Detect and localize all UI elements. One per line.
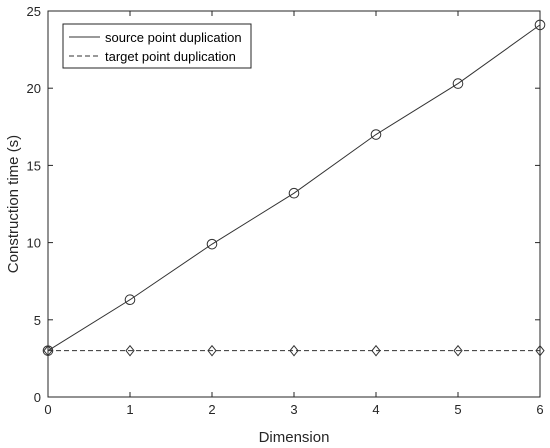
axes: 0 1 2 3 4 5 6 0 5 10 15 20 25 <box>27 4 544 417</box>
series-layer <box>42 19 546 357</box>
x-tick-label: 2 <box>208 402 215 417</box>
data-point-circle <box>124 294 136 306</box>
x-tick-label: 1 <box>126 402 133 417</box>
series-line <box>47 24 541 352</box>
y-tick-label: 10 <box>27 236 41 251</box>
data-point-circle <box>534 19 546 31</box>
data-point-diamond <box>125 344 135 357</box>
y-tick-label: 15 <box>27 158 41 173</box>
x-tick-label: 3 <box>290 402 297 417</box>
data-point-diamond <box>43 344 53 357</box>
plot-area <box>48 11 540 397</box>
data-point-circle <box>370 129 382 140</box>
x-tick-label: 4 <box>372 402 379 417</box>
x-tick-label: 0 <box>44 402 51 417</box>
x-tick-label: 6 <box>536 402 543 417</box>
legend-box <box>62 23 252 69</box>
data-point-circle <box>288 187 300 199</box>
data-point-circle <box>206 238 218 250</box>
y-tick-label: 5 <box>34 313 41 328</box>
data-point-diamond <box>535 344 545 357</box>
data-point-diamond <box>289 344 299 357</box>
x-axis-label: Dimension <box>259 429 330 446</box>
series-target <box>43 344 545 357</box>
legend-entry-label: target point duplication <box>105 49 236 64</box>
y-tick-label: 20 <box>27 81 41 96</box>
data-point-diamond <box>453 344 463 357</box>
y-tick-label: 25 <box>27 4 41 19</box>
x-tick-label: 5 <box>454 402 461 417</box>
data-point-diamond <box>207 344 217 357</box>
legend: source point duplication target point dup… <box>62 23 252 69</box>
data-point-circle <box>452 78 464 89</box>
y-tick-label: 0 <box>34 390 41 405</box>
legend-entry-label: source point duplication <box>105 30 242 45</box>
y-axis-label: Construction time (s) <box>5 135 22 273</box>
data-point-diamond <box>371 344 381 357</box>
